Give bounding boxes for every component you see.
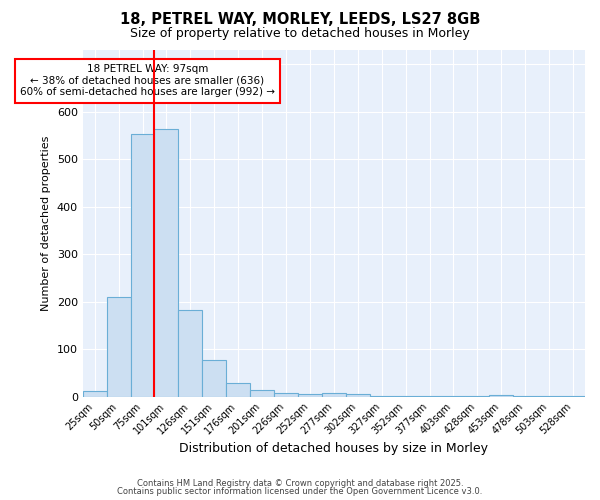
Text: 18 PETREL WAY: 97sqm
← 38% of detached houses are smaller (636)
60% of semi-deta: 18 PETREL WAY: 97sqm ← 38% of detached h…: [20, 64, 275, 98]
Bar: [154, 130, 178, 396]
Bar: [131, 134, 154, 396]
X-axis label: Distribution of detached houses by size in Morley: Distribution of detached houses by size …: [179, 442, 488, 455]
Bar: [250, 390, 274, 396]
Bar: [490, 394, 513, 396]
Bar: [298, 394, 322, 396]
Text: Size of property relative to detached houses in Morley: Size of property relative to detached ho…: [130, 28, 470, 40]
Bar: [346, 394, 370, 396]
Bar: [322, 394, 346, 396]
Text: Contains public sector information licensed under the Open Government Licence v3: Contains public sector information licen…: [118, 487, 482, 496]
Bar: [107, 297, 131, 396]
Text: Contains HM Land Registry data © Crown copyright and database right 2025.: Contains HM Land Registry data © Crown c…: [137, 478, 463, 488]
Bar: [83, 391, 107, 396]
Bar: [178, 310, 202, 396]
Bar: [274, 393, 298, 396]
Y-axis label: Number of detached properties: Number of detached properties: [41, 136, 51, 311]
Bar: [202, 360, 226, 397]
Text: 18, PETREL WAY, MORLEY, LEEDS, LS27 8GB: 18, PETREL WAY, MORLEY, LEEDS, LS27 8GB: [120, 12, 480, 28]
Bar: [226, 384, 250, 396]
